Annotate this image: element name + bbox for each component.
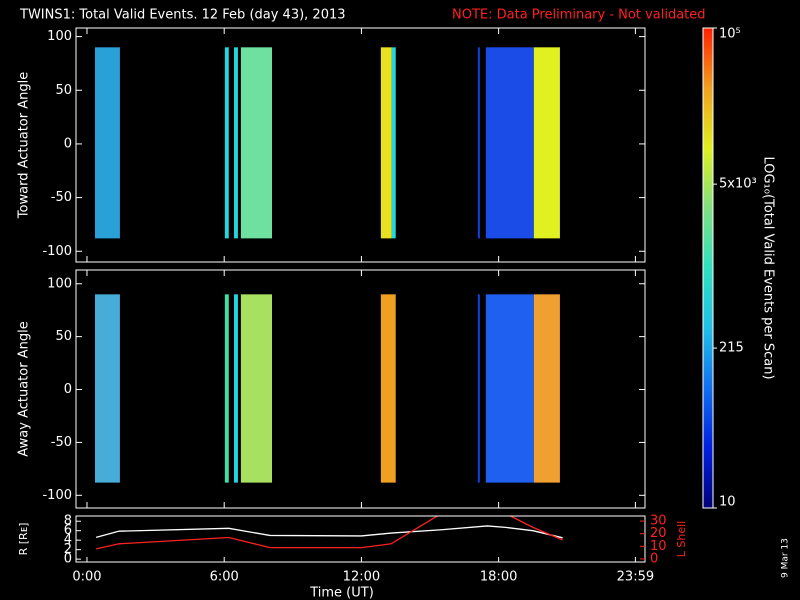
colorbar-tick-label: 10 [719, 495, 736, 510]
spectrogram-block [94, 47, 120, 239]
colorbar [702, 27, 714, 509]
note: NOTE: Data Preliminary - Not validated [452, 8, 706, 23]
chart-title: TWINS1: Total Valid Events. 12 Feb (day … [19, 8, 346, 23]
y-tick-label: 50 [55, 83, 72, 98]
date-stamp: 9 Mar 13 [781, 538, 791, 578]
x-tick-label: 0:00 [72, 570, 101, 585]
x-axis-label: Time (UT) [309, 586, 374, 600]
orbit-line [95, 525, 563, 539]
orbit-line [95, 516, 563, 550]
y2-tick-label: 10 [650, 539, 667, 554]
x-tick-label: 23:59 [617, 570, 654, 585]
axis-series-label: L Shell [675, 521, 688, 557]
spectrogram-block [224, 47, 229, 239]
colorbar-tick-label: 10⁵ [719, 27, 741, 42]
x-tick-label: 18:00 [480, 570, 517, 585]
spectrogram-block [380, 47, 392, 239]
spectrogram-block [224, 294, 229, 483]
y-tick-label: -50 [51, 190, 72, 205]
spectrogram-block [477, 294, 480, 483]
colorbar-label: LOG₁₀(Total Valid Events per Scan) [761, 156, 776, 379]
spectrogram-block [477, 47, 480, 239]
spectrogram-block [240, 294, 272, 483]
y-tick-label: -100 [42, 244, 72, 259]
y-tick-label: -100 [42, 488, 72, 503]
spectrogram-block [234, 47, 238, 239]
y-axis-label: Away Actuator Angle [17, 321, 32, 456]
colorbar-tick-label: 5x10³ [719, 177, 757, 192]
y-axis-label: Toward Actuator Angle [17, 72, 32, 219]
y-tick-label: 8 [64, 514, 72, 529]
y2-tick-label: 0 [650, 551, 658, 566]
y-tick-label: 50 [55, 329, 72, 344]
y2-tick-label: 30 [650, 514, 667, 529]
y-tick-label: -50 [51, 435, 72, 450]
y-tick-label: 100 [47, 29, 72, 44]
y-tick-label: 0 [64, 382, 72, 397]
y-tick-label: 6 [64, 523, 72, 538]
spectrogram-block [234, 294, 238, 483]
y-tick-label: 4 [64, 533, 72, 548]
spectrogram-block [240, 47, 272, 239]
y-tick-label: 0 [64, 552, 72, 567]
plot-frame [75, 27, 646, 263]
axis-series-label: R [Rᴇ] [17, 523, 30, 556]
y2-tick-label: 20 [650, 526, 667, 541]
colorbar-tick-label: 215 [719, 341, 744, 356]
spectrogram-block [533, 294, 560, 483]
spectrogram-block [380, 294, 396, 483]
y-tick-label: 0 [64, 136, 72, 151]
spectrogram-block [485, 47, 534, 239]
spectrogram-block [391, 47, 396, 239]
spectrogram-block [485, 294, 534, 483]
plot-frame [75, 269, 646, 509]
plot-frame [75, 515, 646, 563]
spectrogram-block [533, 47, 560, 239]
x-tick-label: 6:00 [210, 570, 239, 585]
x-tick-label: 12:00 [343, 570, 380, 585]
y-tick-label: 2 [64, 542, 72, 557]
y-tick-label: 100 [47, 276, 72, 291]
spectrogram-block [94, 294, 120, 483]
